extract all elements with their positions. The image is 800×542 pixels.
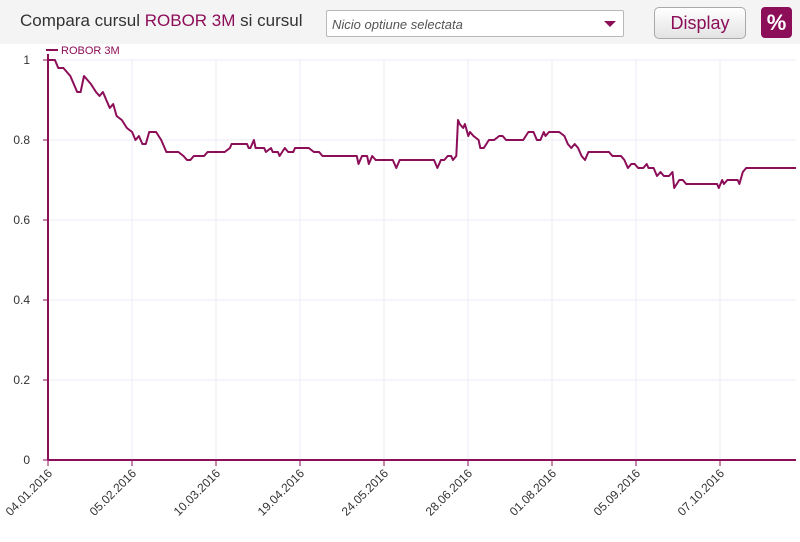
y-tick-label: 0.6 [13, 213, 30, 227]
compare-select-value: Nicio optiune selectata [332, 17, 463, 32]
y-tick-label: 0 [23, 453, 30, 467]
y-tick-label: 0.8 [13, 133, 30, 147]
chart-legend: ROBOR 3M [46, 45, 120, 57]
chart-series [48, 59, 796, 189]
chart-grid [48, 59, 796, 461]
y-tick-label: 1 [23, 53, 30, 67]
toolbar: Compara cursul ROBOR 3M si cursul Nicio … [0, 0, 800, 44]
legend-label: ROBOR 3M [61, 45, 120, 57]
y-tick-label: 0.4 [13, 293, 30, 307]
chevron-down-icon [604, 21, 616, 27]
percent-button[interactable]: % [761, 7, 792, 38]
compare-select[interactable]: Nicio optiune selectata [326, 10, 624, 37]
display-button[interactable]: Display [654, 7, 746, 39]
y-axis-labels: 0 0.2 0.4 0.6 0.8 1 [13, 53, 30, 467]
title-highlight: ROBOR 3M [144, 11, 236, 30]
title-suffix: si cursul [240, 11, 303, 30]
chart-axes [43, 54, 796, 466]
robor-line-chart: 00.20.40.60.81 04.01.2016 05.02.2016 10.03… [0, 44, 800, 542]
compare-title: Compara cursul ROBOR 3M si cursul [20, 11, 303, 31]
title-prefix: Compara cursul [20, 11, 140, 30]
y-tick-label: 0.2 [13, 373, 30, 387]
series-line-robor-3m [48, 59, 796, 189]
